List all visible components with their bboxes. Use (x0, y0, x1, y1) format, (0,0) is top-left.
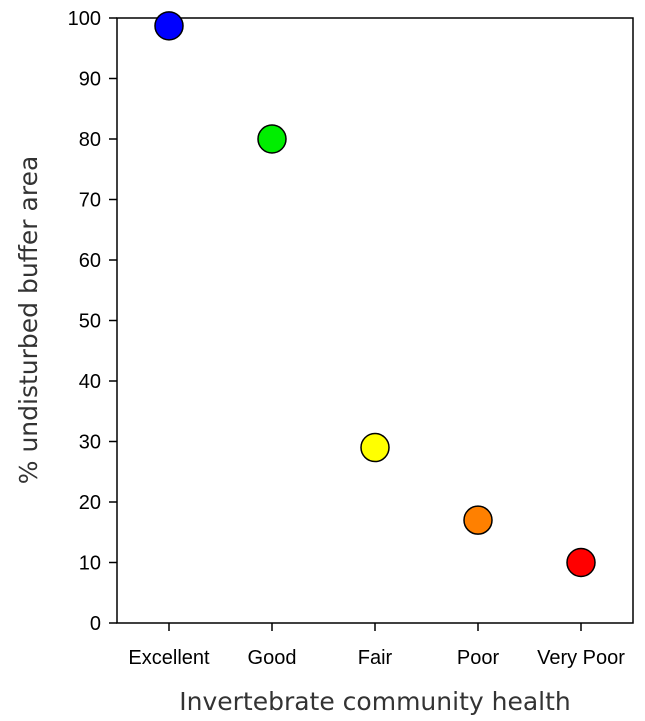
y-axis-title: % undisturbed buffer area (14, 156, 43, 485)
y-tick-label: 40 (79, 371, 101, 393)
x-axis-title: Invertebrate community health (179, 687, 571, 716)
y-tick-label: 70 (79, 190, 101, 212)
y-axis: 0 10 20 30 40 50 60 70 80 90 100 (68, 8, 117, 635)
y-tick-label: 100 (68, 8, 101, 30)
x-axis: Excellent Good Fair Poor Very Poor (128, 623, 625, 669)
data-point-good (257, 124, 287, 154)
y-tick-label: 10 (79, 553, 101, 575)
y-tick-label: 20 (79, 492, 101, 514)
y-tick-label: 0 (90, 613, 101, 635)
x-tick-label: Fair (358, 647, 393, 669)
y-tick-label: 90 (79, 69, 101, 91)
data-point-fair (360, 432, 390, 463)
data-point-excellent (154, 11, 184, 41)
data-points (154, 11, 596, 578)
x-tick-label: Poor (457, 647, 500, 669)
data-point-poor (463, 505, 493, 535)
plot-frame (116, 17, 634, 624)
y-tick-label: 50 (79, 311, 101, 333)
y-tick-label: 60 (79, 250, 101, 272)
x-tick-label: Good (248, 647, 297, 669)
y-tick-label: 30 (79, 432, 101, 454)
x-tick-label: Very Poor (537, 647, 625, 669)
data-point-very-poor (566, 547, 596, 578)
x-tick-label: Excellent (128, 647, 210, 669)
y-tick-label: 80 (79, 129, 101, 151)
